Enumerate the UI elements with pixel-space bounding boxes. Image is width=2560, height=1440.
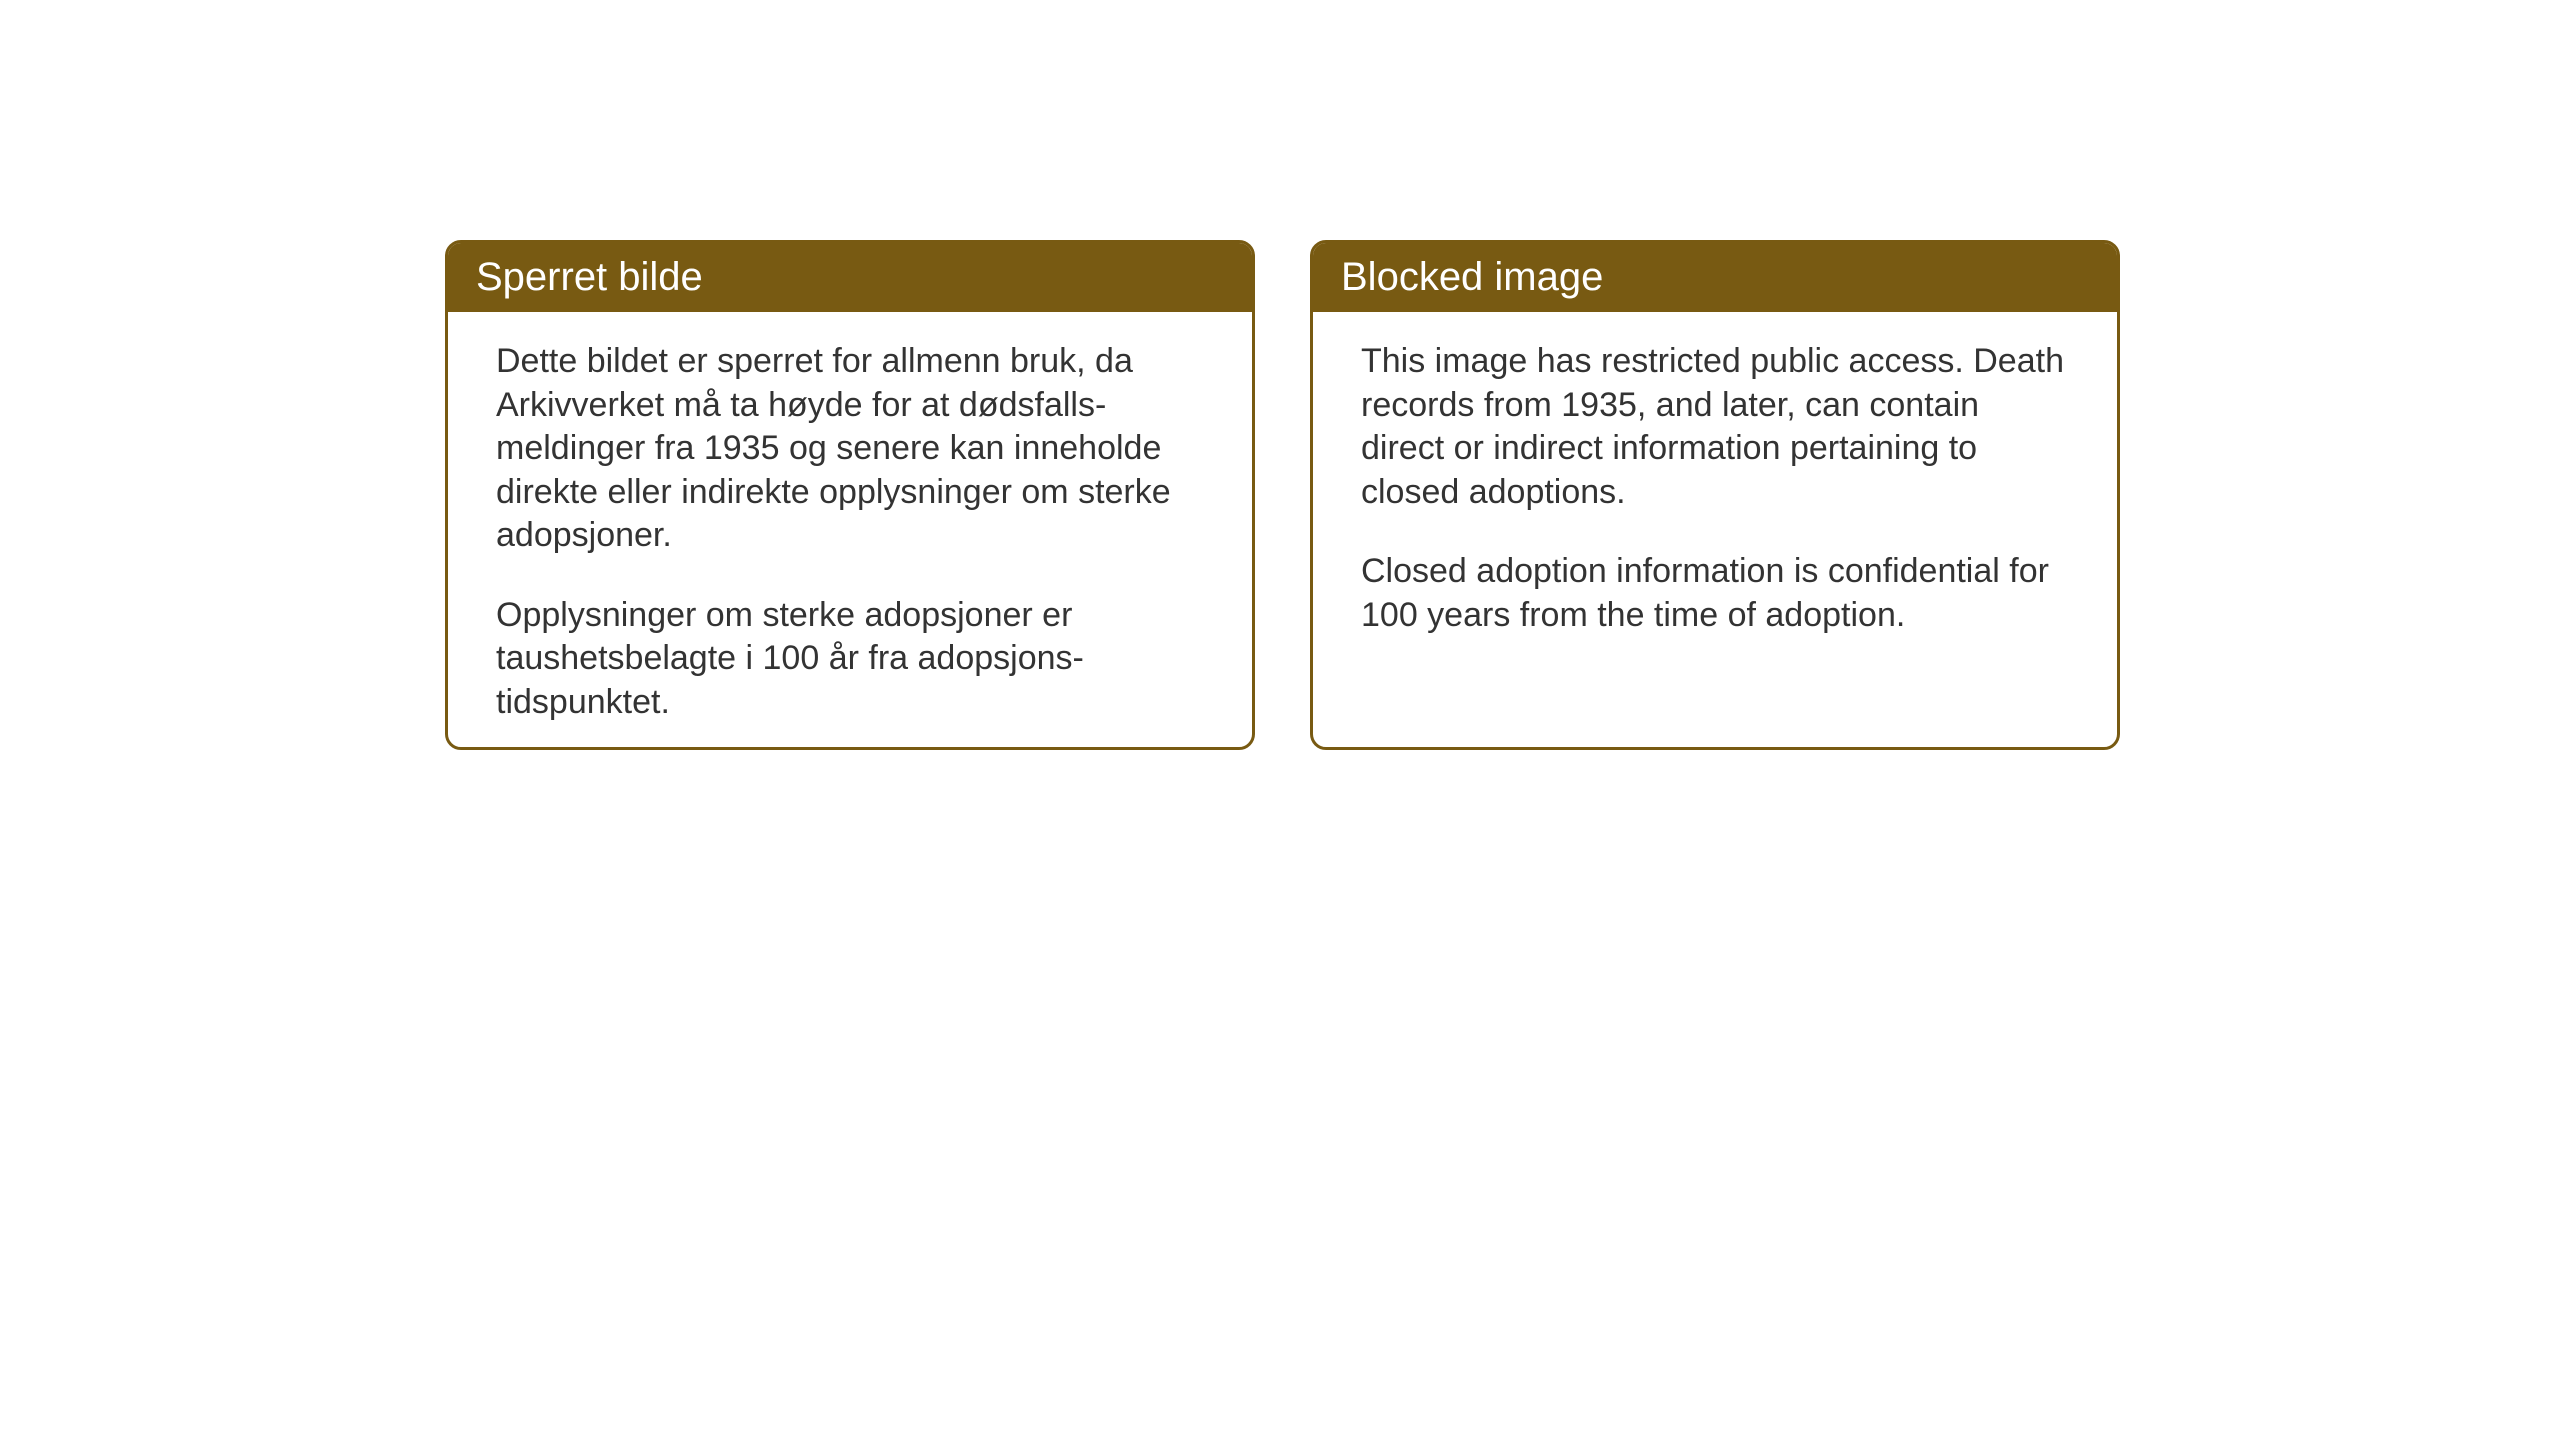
english-card: Blocked image This image has restricted … (1310, 240, 2120, 750)
english-card-body: This image has restricted public access.… (1313, 312, 2117, 665)
norwegian-paragraph-1: Dette bildet er sperret for allmenn bruk… (496, 340, 1204, 558)
norwegian-card-body: Dette bildet er sperret for allmenn bruk… (448, 312, 1252, 750)
english-paragraph-2: Closed adoption information is confident… (1361, 550, 2069, 637)
norwegian-card: Sperret bilde Dette bildet er sperret fo… (445, 240, 1255, 750)
english-card-title: Blocked image (1313, 243, 2117, 312)
norwegian-card-title: Sperret bilde (448, 243, 1252, 312)
english-paragraph-1: This image has restricted public access.… (1361, 340, 2069, 514)
norwegian-paragraph-2: Opplysninger om sterke adopsjoner er tau… (496, 594, 1204, 725)
cards-container: Sperret bilde Dette bildet er sperret fo… (445, 240, 2120, 750)
